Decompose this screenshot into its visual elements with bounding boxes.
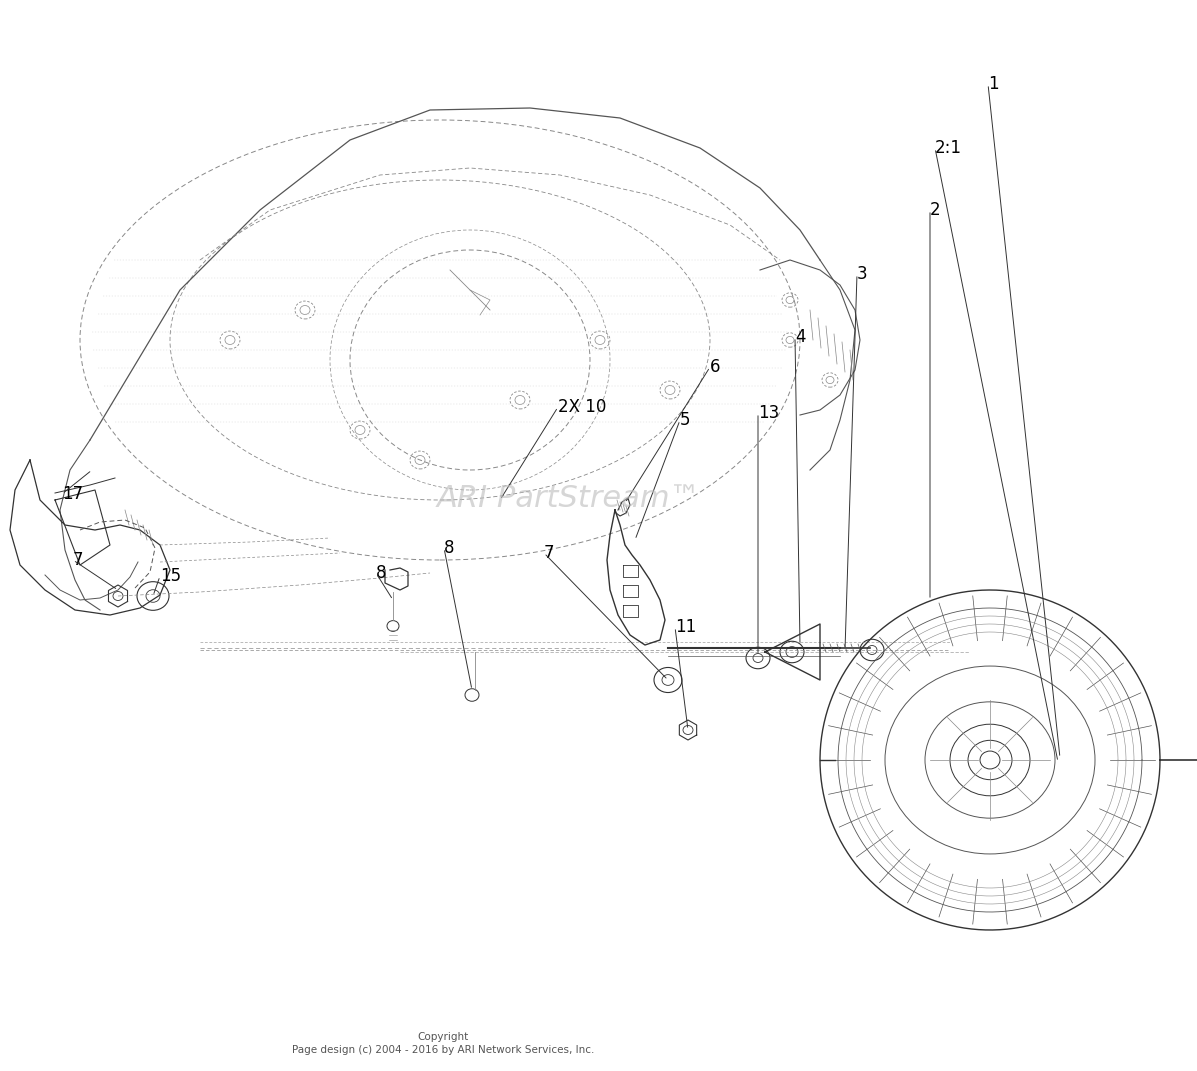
Text: 3: 3 [857, 265, 868, 283]
Text: 5: 5 [680, 411, 691, 429]
Text: 7: 7 [543, 544, 554, 562]
Text: 13: 13 [758, 404, 779, 422]
Text: 2X 10: 2X 10 [558, 398, 607, 416]
Text: 8: 8 [376, 564, 387, 582]
Text: Copyright: Copyright [418, 1031, 468, 1042]
Text: 11: 11 [675, 618, 697, 636]
Text: Page design (c) 2004 - 2016 by ARI Network Services, Inc.: Page design (c) 2004 - 2016 by ARI Netwo… [292, 1044, 594, 1055]
Text: 15: 15 [160, 567, 181, 585]
Text: 7: 7 [73, 550, 84, 569]
Text: 8: 8 [444, 539, 455, 557]
Text: 1: 1 [988, 75, 998, 93]
Text: 4: 4 [795, 328, 806, 346]
Text: ARI PartStream™: ARI PartStream™ [437, 483, 700, 513]
Text: 6: 6 [710, 358, 721, 376]
Text: 2:1: 2:1 [935, 139, 962, 157]
Text: 2: 2 [930, 201, 941, 218]
Text: 17: 17 [62, 485, 83, 503]
